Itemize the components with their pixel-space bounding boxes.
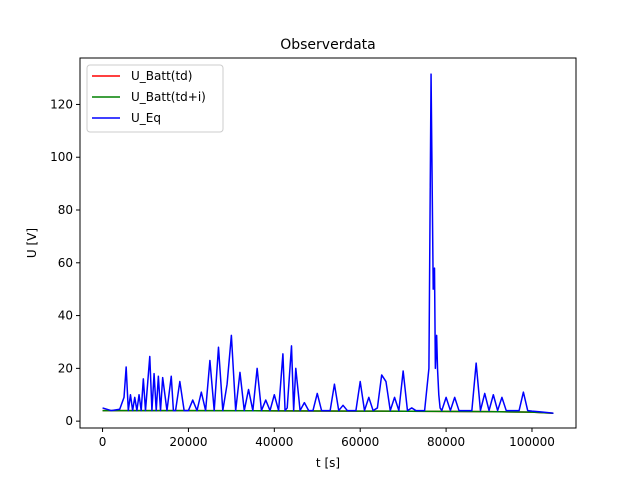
x-tick-label: 60000 [341,435,379,449]
x-axis: 0 20000 40000 60000 80000 100000 [99,428,555,449]
series-line-2 [102,73,554,414]
legend-label: U_Batt(td+i) [131,90,206,104]
legend: U_Batt(td) U_Batt(td+i) U_Eq [86,64,224,133]
y-axis-label: U [V] [25,228,39,258]
y-tick-label: 40 [58,309,73,323]
x-tick-label: 20000 [169,435,207,449]
series-layer [102,73,554,414]
y-tick-label: 100 [50,150,73,164]
y-tick-label: 120 [50,97,73,111]
chart-title: Observerdata [280,37,376,53]
y-tick-label: 0 [65,414,73,428]
x-tick-label: 80000 [427,435,465,449]
x-axis-label: t [s] [316,456,340,470]
y-tick-label: 60 [58,256,73,270]
x-tick-label: 100000 [509,435,555,449]
legend-label: U_Eq [131,111,161,125]
x-tick-label: 40000 [255,435,293,449]
legend-label: U_Batt(td) [131,69,192,83]
y-tick-label: 20 [58,361,73,375]
y-tick-label: 80 [58,203,73,217]
x-tick-label: 0 [99,435,107,449]
plot-frame [79,57,577,429]
y-axis: 0 20 40 60 80 100 120 [50,97,80,428]
legend-box [86,64,224,133]
